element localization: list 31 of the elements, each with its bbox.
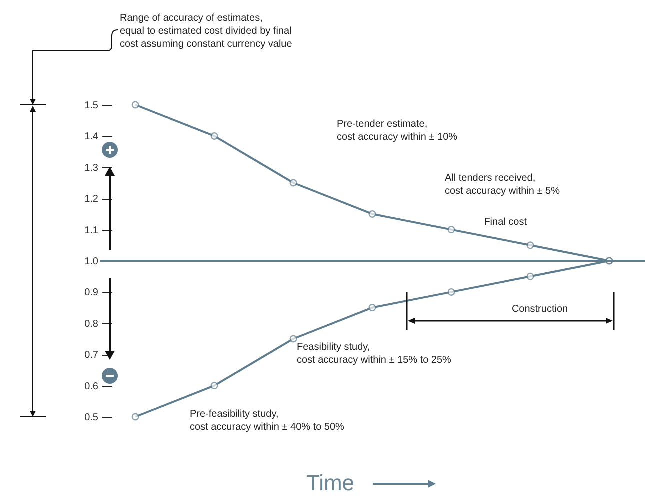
y-tick-label: 1.3 xyxy=(84,162,99,174)
annotation: Feasibility study, cost accuracy within ± 15% to 25% xyxy=(297,342,452,366)
annotation: Pre-tender estimate, cost accuracy within ± 10% xyxy=(337,119,458,143)
y-tick-label: 0.7 xyxy=(84,350,99,362)
y-tick-label: 0.9 xyxy=(84,288,99,299)
annotation: Final cost xyxy=(484,217,528,228)
point xyxy=(290,179,298,187)
point xyxy=(526,272,534,280)
y-tick-label: 1.1 xyxy=(84,225,99,236)
annotation: Construction xyxy=(512,304,568,315)
point xyxy=(210,382,218,390)
annotation: All tenders received, cost accuracy within ± 5% xyxy=(445,173,560,197)
y-tick-label: 0.6 xyxy=(84,381,99,392)
y-tick-label: 1.2 xyxy=(84,194,99,206)
y-tick-label: 1.4 xyxy=(84,132,99,143)
annotation: Pre-feasibility study, cost accuracy within ± 40% to 50% xyxy=(190,409,345,433)
point xyxy=(448,288,456,296)
y-tick-label: 1.0 xyxy=(84,256,99,268)
point xyxy=(210,132,218,140)
point xyxy=(526,242,534,250)
point xyxy=(132,413,140,421)
point xyxy=(368,304,376,312)
point xyxy=(132,101,140,109)
y-tick-label: 0.5 xyxy=(84,412,99,424)
point xyxy=(290,335,298,343)
y-tick-label: 0.8 xyxy=(84,318,99,330)
x-axis-title: Time xyxy=(306,470,355,496)
point xyxy=(368,210,376,218)
text: Range of accuracy of estimates, equal to estimated cost divided by final cost assuming constant currency value xyxy=(120,13,293,50)
y-tick-label: 1.5 xyxy=(84,100,99,112)
point xyxy=(448,226,456,234)
